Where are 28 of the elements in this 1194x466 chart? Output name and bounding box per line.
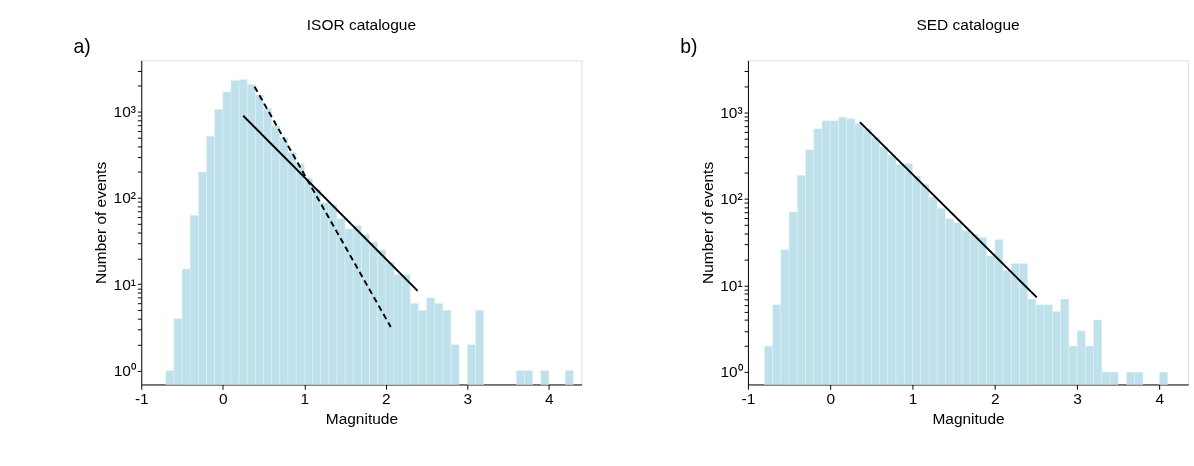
x-tick-label: -1 — [741, 390, 756, 408]
y-tick-label: 10² — [113, 189, 136, 207]
x-axis-title: Magnitude — [932, 409, 1005, 427]
y-tick-label: 10⁰ — [720, 363, 744, 381]
x-tick-label: 2 — [382, 390, 391, 408]
x-axis-title: Magnitude — [325, 409, 398, 427]
y-tick-label: 10³ — [113, 103, 136, 121]
y-tick-label: 10² — [720, 190, 743, 208]
x-tick-label: 3 — [463, 390, 473, 408]
x-tick-label: 0 — [826, 390, 836, 408]
x-tick-label: 1 — [908, 390, 918, 408]
y-axis-title: Number of events — [698, 161, 716, 284]
text: a) — [73, 34, 91, 57]
x-tick-label: -1 — [134, 390, 149, 408]
chart-title: SED catalogue — [916, 16, 1020, 34]
y-axis-title: Number of events — [92, 161, 110, 284]
text: b) — [680, 34, 698, 57]
x-tick-label: 3 — [1073, 390, 1082, 408]
x-tick-label: 1 — [300, 390, 310, 408]
x-tick-label: 0 — [218, 390, 228, 408]
y-tick-label: 10³ — [720, 103, 743, 121]
y-tick-label: 10¹ — [720, 276, 743, 294]
chart-title: ISOR catalogue — [306, 16, 416, 34]
y-tick-label: 10⁰ — [113, 361, 137, 379]
x-tick-label: 4 — [1155, 390, 1165, 408]
x-tick-label: 4 — [545, 390, 555, 408]
x-tick-label: 2 — [990, 390, 1000, 408]
y-tick-label: 10¹ — [113, 275, 136, 293]
